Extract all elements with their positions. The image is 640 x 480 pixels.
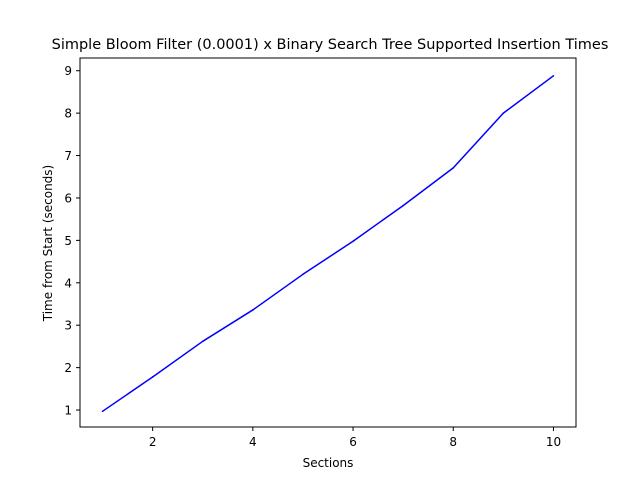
data-point	[101, 410, 104, 413]
data-point	[552, 75, 555, 77]
data-point	[502, 112, 505, 114]
y-tick-label: 6	[64, 191, 72, 205]
x-axis-title: Sections	[303, 456, 354, 470]
y-tick-label: 2	[64, 361, 72, 375]
series-line	[102, 75, 554, 412]
plot-area	[101, 75, 555, 413]
data-point	[151, 376, 154, 378]
data-point	[452, 167, 455, 169]
x-tick-label: 10	[546, 435, 561, 449]
y-tick-label: 3	[64, 319, 72, 333]
x-tick-label: 6	[349, 435, 357, 449]
x-tick-label: 2	[149, 435, 157, 449]
data-point	[252, 309, 254, 311]
data-point	[352, 240, 354, 243]
x-tick-label: 8	[449, 435, 457, 449]
y-tick-label: 9	[64, 64, 72, 78]
x-tick-label: 4	[249, 435, 257, 449]
y-tick-label: 1	[64, 404, 72, 418]
y-tick-label: 8	[64, 107, 72, 121]
y-axis-title: Time from Start (seconds)	[41, 165, 55, 322]
data-point	[302, 273, 304, 276]
y-axis: 1 2 3 4 5 6 7 8 9	[64, 64, 80, 418]
y-tick-label: 4	[64, 276, 72, 290]
y-tick-label: 5	[64, 234, 72, 248]
data-point	[201, 340, 204, 343]
data-point	[402, 204, 404, 207]
x-axis: 2 4 6 8 10	[149, 427, 561, 449]
y-tick-label: 7	[64, 149, 72, 163]
chart-title: Simple Bloom Filter (0.0001) x Binary Se…	[52, 37, 609, 53]
plot-frame	[79, 57, 577, 428]
